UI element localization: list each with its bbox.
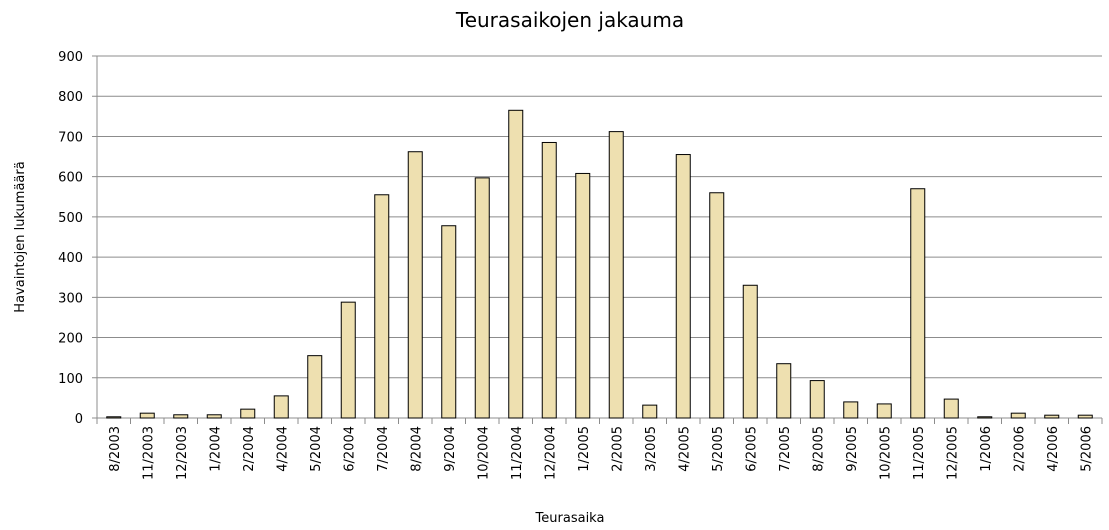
y-tick-label: 100 xyxy=(58,372,83,387)
bar xyxy=(508,109,524,419)
bar xyxy=(575,172,591,419)
y-tick-label: 600 xyxy=(58,171,83,186)
y-tick-label: 900 xyxy=(58,50,83,65)
x-tick-label: 10/2005 xyxy=(878,426,893,480)
x-tick-label: 4/2005 xyxy=(677,426,692,472)
bar xyxy=(742,284,758,419)
y-tick-label: 200 xyxy=(58,332,83,347)
bar xyxy=(206,414,222,419)
bar xyxy=(608,131,624,419)
x-axis-label: Teurasaika xyxy=(535,511,605,526)
x-tick-label: 8/2004 xyxy=(409,426,424,472)
x-tick-label: 11/2004 xyxy=(510,426,525,480)
bar xyxy=(541,141,557,419)
bar xyxy=(876,403,892,419)
x-tick-label: 8/2003 xyxy=(108,426,123,472)
bar xyxy=(1077,414,1093,419)
bar xyxy=(977,416,993,419)
x-tick-label: 2/2006 xyxy=(1012,426,1027,472)
bar xyxy=(273,395,289,419)
x-tick-label: 1/2006 xyxy=(979,426,994,472)
bar xyxy=(307,355,323,419)
x-tick-label: 8/2005 xyxy=(811,426,826,472)
x-tick-label: 11/2003 xyxy=(141,426,156,480)
x-tick-label: 6/2004 xyxy=(342,426,357,472)
x-tick-label: 9/2005 xyxy=(845,426,860,472)
y-tick-label: 700 xyxy=(58,130,83,145)
bar xyxy=(474,177,490,419)
x-tick-label: 11/2005 xyxy=(912,426,927,480)
x-tick-label: 4/2004 xyxy=(275,426,290,472)
bar xyxy=(910,188,926,419)
y-axis-label: Havaintojen lukumäärä xyxy=(13,161,28,312)
bar xyxy=(374,194,390,419)
y-tick-label: 300 xyxy=(58,291,83,306)
x-tick-label: 5/2005 xyxy=(711,426,726,472)
x-tick-label: 1/2004 xyxy=(208,426,223,472)
y-tick-label: 0 xyxy=(75,412,83,427)
bar xyxy=(776,363,792,419)
x-tick-label: 12/2003 xyxy=(175,426,190,480)
y-tick-label: 500 xyxy=(58,211,83,226)
bar xyxy=(1010,412,1026,419)
bar xyxy=(407,151,423,419)
y-tick-label: 400 xyxy=(58,251,83,266)
x-tick-label: 2/2005 xyxy=(610,426,625,472)
bar xyxy=(675,154,691,419)
bar xyxy=(340,301,356,419)
x-tick-label: 1/2005 xyxy=(577,426,592,472)
bar xyxy=(642,404,658,419)
y-tick-label: 800 xyxy=(58,90,83,105)
x-tick-label: 9/2004 xyxy=(443,426,458,472)
x-tick-label: 12/2005 xyxy=(945,426,960,480)
bar xyxy=(173,414,189,419)
bar xyxy=(943,398,959,419)
x-tick-label: 5/2004 xyxy=(309,426,324,472)
bar xyxy=(809,380,825,419)
x-tick-label: 12/2004 xyxy=(543,426,558,480)
bar xyxy=(139,412,155,419)
x-tick-label: 7/2004 xyxy=(376,426,391,472)
x-tick-label: 4/2006 xyxy=(1046,426,1061,472)
bar xyxy=(843,401,859,419)
bar xyxy=(240,408,256,419)
x-tick-label: 7/2005 xyxy=(778,426,793,472)
bar xyxy=(441,225,457,419)
x-tick-label: 10/2004 xyxy=(476,426,491,480)
bar xyxy=(1044,414,1060,419)
bar xyxy=(709,192,725,419)
bar xyxy=(106,416,122,419)
x-tick-label: 3/2005 xyxy=(644,426,659,472)
x-tick-label: 2/2004 xyxy=(242,426,257,472)
chart-title: Teurasaikojen jakauma xyxy=(455,8,684,32)
x-tick-label: 6/2005 xyxy=(744,426,759,472)
x-tick-label: 5/2006 xyxy=(1079,426,1094,472)
